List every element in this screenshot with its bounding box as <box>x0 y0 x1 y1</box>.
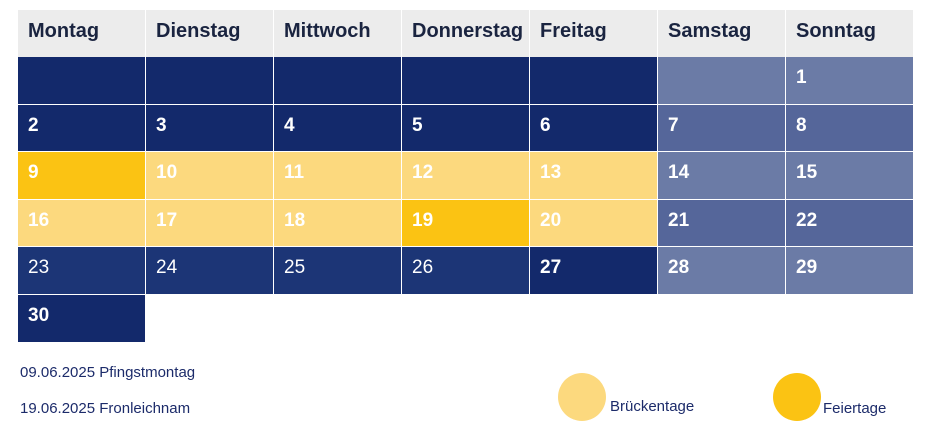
bridge-day-legend-swatch <box>558 373 606 421</box>
holiday-legend-label: Feiertage <box>823 400 887 417</box>
day-cell-3: 3 <box>146 104 273 152</box>
day-cell-15: 15 <box>786 152 913 199</box>
day-cell-19: 19 <box>402 199 529 247</box>
day-cell-9: 9 <box>18 152 145 199</box>
weekday-header-monday: Montag <box>18 10 145 57</box>
weekday-header-saturday: Samstag <box>658 10 785 57</box>
day-cell-25: 25 <box>274 247 401 294</box>
day-cell-13: 13 <box>530 152 657 199</box>
empty-day-cell <box>18 57 145 104</box>
day-cell-27: 27 <box>530 247 657 294</box>
weekday-header-friday: Freitag <box>530 10 657 57</box>
day-cell-28: 28 <box>658 247 785 294</box>
holiday-note-fronleichnam: 19.06.2025 Fronleichnam <box>20 400 191 417</box>
day-cell-21: 21 <box>658 199 785 247</box>
day-cell-14: 14 <box>658 152 785 199</box>
day-cell-30: 30 <box>18 295 145 342</box>
day-cell-16: 16 <box>18 199 145 247</box>
weekday-header-thursday: Donnerstag <box>402 10 529 57</box>
day-cell-18: 18 <box>274 199 401 247</box>
day-cell-17: 17 <box>146 199 273 247</box>
day-cell-10: 10 <box>146 152 273 199</box>
month-calendar: Montag Dienstag Mittwoch Donnerstag Freitag S… <box>18 10 917 344</box>
day-cell-4: 4 <box>274 104 401 152</box>
weekday-header-sunday: Sonntag <box>786 10 913 57</box>
day-cell-1: 1 <box>786 57 913 104</box>
empty-day-cell <box>146 57 273 104</box>
empty-day-cell <box>402 57 529 104</box>
bridge-day-legend-label: Brückentage <box>610 398 695 415</box>
empty-day-cell <box>274 57 401 104</box>
day-cell-22: 22 <box>786 199 913 247</box>
weekday-header-tuesday: Dienstag <box>146 10 273 57</box>
weekday-header-wednesday: Mittwoch <box>274 10 401 57</box>
day-cell-26: 26 <box>402 247 529 294</box>
day-cell-29: 29 <box>786 247 913 294</box>
day-cell-2: 2 <box>18 104 145 152</box>
day-cell-12: 12 <box>402 152 529 199</box>
day-cell-6: 6 <box>530 104 657 152</box>
day-cell-7: 7 <box>658 104 785 152</box>
day-cell-23: 23 <box>18 247 145 294</box>
holiday-legend-swatch <box>773 373 821 421</box>
day-cell-20: 20 <box>530 199 657 247</box>
day-cell-5: 5 <box>402 104 529 152</box>
day-cell-11: 11 <box>274 152 401 199</box>
day-cell-24: 24 <box>146 247 273 294</box>
day-cell-8: 8 <box>786 104 913 152</box>
empty-day-cell <box>658 57 785 104</box>
holiday-note-pfingstmontag: 09.06.2025 Pfingstmontag <box>20 364 196 381</box>
empty-day-cell <box>530 57 657 104</box>
